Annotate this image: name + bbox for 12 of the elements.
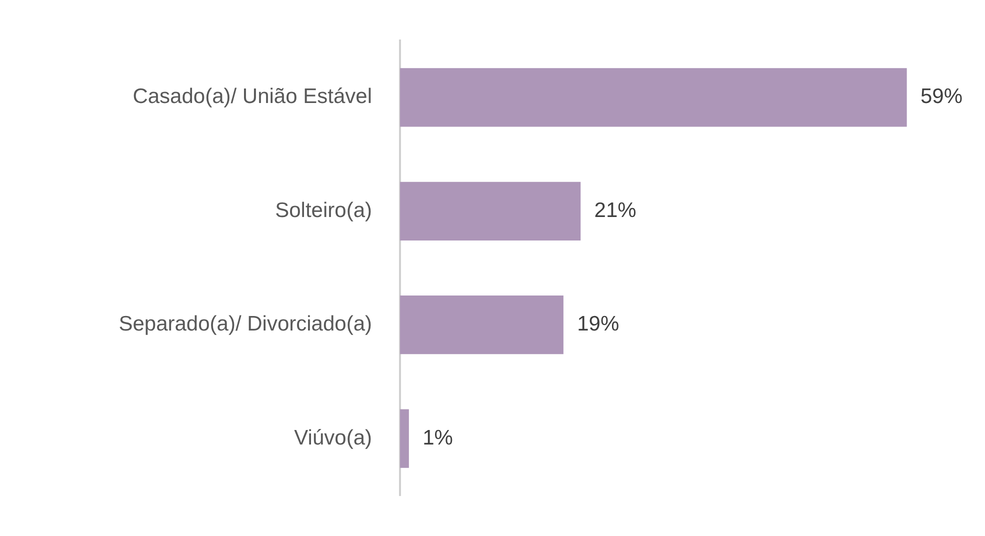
y-tick-label: Viúvo(a) bbox=[294, 426, 372, 450]
data-label: 1% bbox=[422, 426, 453, 450]
bar bbox=[400, 68, 907, 127]
data-label: 19% bbox=[577, 312, 620, 336]
data-label: 21% bbox=[594, 198, 636, 222]
bar bbox=[400, 296, 564, 354]
y-tick-label: Casado(a)/ União Estável bbox=[132, 85, 372, 108]
y-tick-label: Solteiro(a) bbox=[275, 198, 372, 222]
bar bbox=[400, 409, 409, 468]
bar bbox=[400, 182, 581, 240]
y-tick-label: Separado(a)/ Divorciado(a) bbox=[118, 312, 372, 336]
data-label: 59% bbox=[920, 85, 963, 108]
